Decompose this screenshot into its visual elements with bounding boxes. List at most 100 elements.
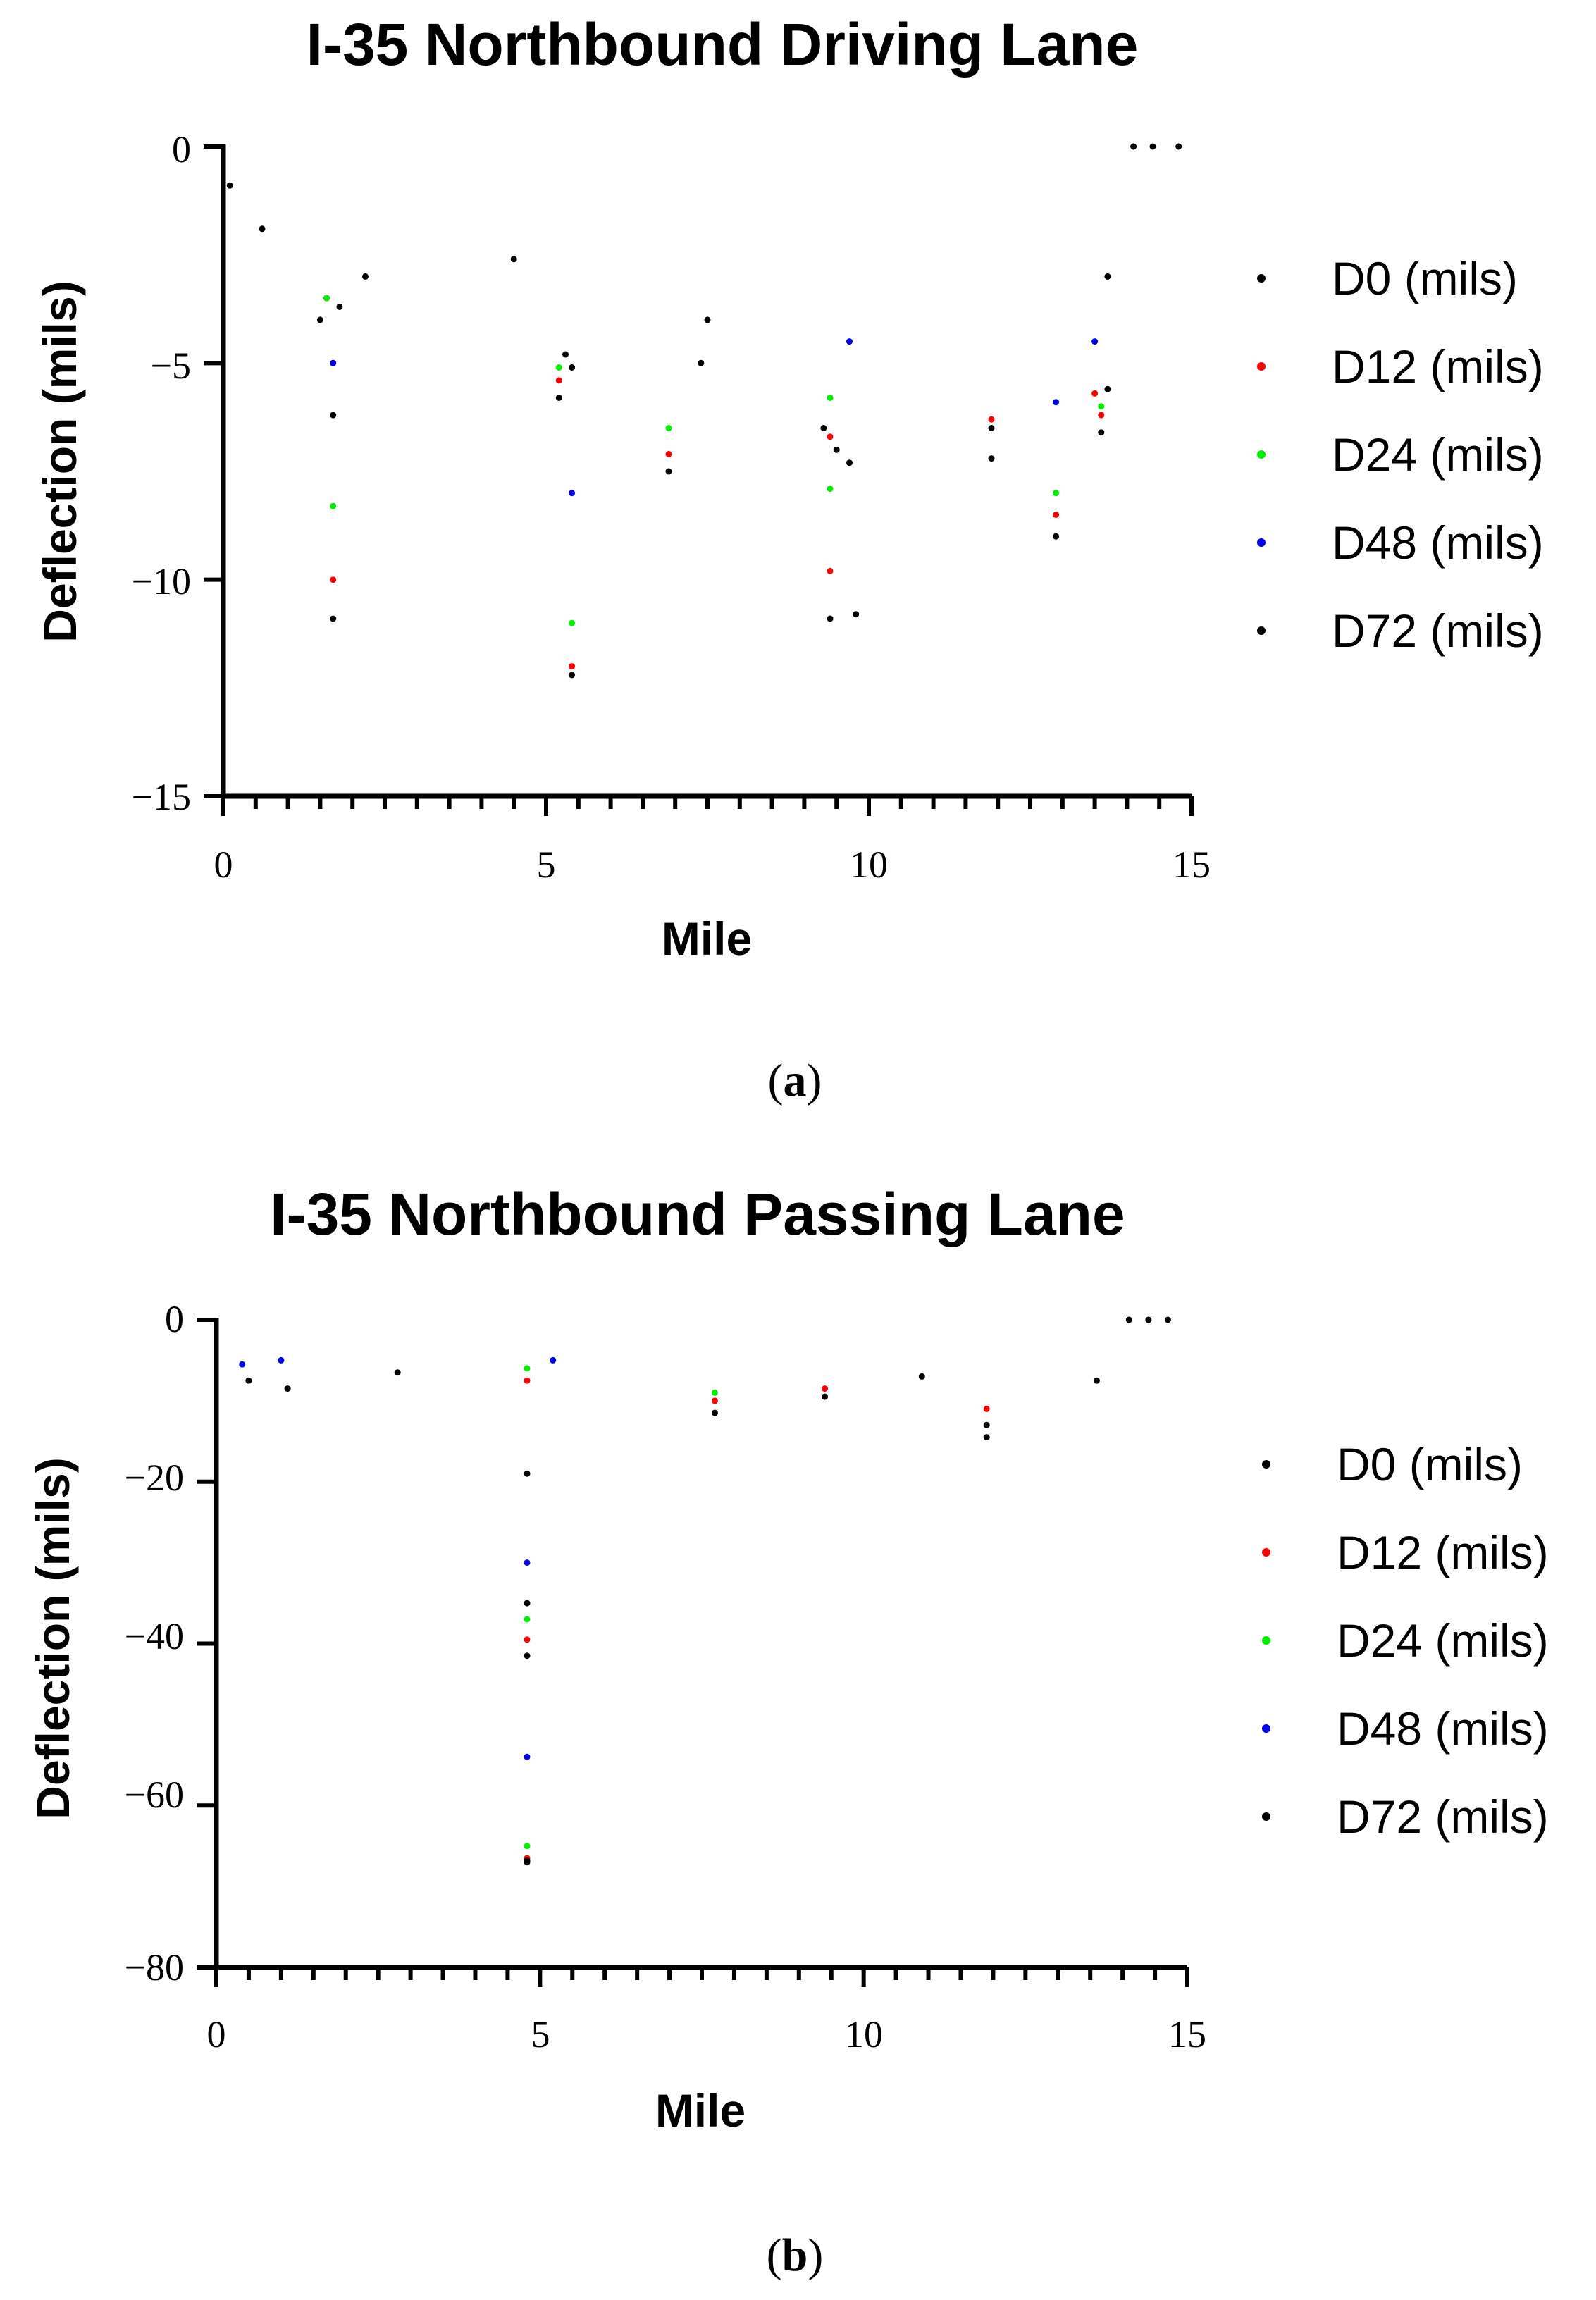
x-tick-label: 5 (537, 843, 556, 886)
data-point (827, 486, 834, 493)
data-point (827, 567, 834, 574)
legend-marker-d48 (1262, 1724, 1270, 1733)
x-tick-label: 5 (531, 2013, 550, 2055)
x-axis-title: Mile (662, 913, 752, 965)
data-point (569, 490, 576, 497)
chart-panel-b: I-35 Northbound Passing Lane 0 −20 −40 −… (27, 1181, 1549, 2281)
data-point (1053, 399, 1060, 406)
y-tick-label: 0 (172, 128, 191, 171)
data-point (711, 1397, 718, 1404)
legend-label-d12: D12 (mils) (1337, 1526, 1549, 1578)
data-point (562, 351, 569, 358)
data-point (1093, 1377, 1100, 1384)
data-point (846, 338, 853, 345)
legend-label-d0: D0 (mils) (1337, 1438, 1523, 1490)
data-point (336, 303, 343, 310)
data-point (988, 425, 995, 431)
data-point (827, 615, 834, 622)
data-point (1053, 533, 1060, 540)
legend-label-d72: D72 (mils) (1332, 605, 1544, 657)
data-point (1149, 143, 1156, 150)
legend-marker-d12 (1262, 1548, 1270, 1557)
data-point (827, 433, 834, 440)
data-point (239, 1361, 246, 1368)
y-tick-label: −15 (132, 776, 191, 818)
data-point (1098, 412, 1105, 419)
data-point (1053, 512, 1060, 518)
legend: D0 (mils) D12 (mils) D24 (mils) D48 (mil… (1257, 252, 1544, 657)
data-point (983, 1405, 990, 1412)
legend-label-d48: D48 (mils) (1337, 1702, 1549, 1755)
y-tick-label: −5 (151, 345, 191, 387)
data-point (1104, 385, 1111, 392)
x-tick-label: 0 (207, 2013, 226, 2055)
data-point (918, 1373, 925, 1380)
data-point (394, 1369, 401, 1376)
chart-title: I-35 Northbound Driving Lane (307, 11, 1139, 78)
legend-label-d24: D24 (mils) (1332, 428, 1544, 481)
legend-marker-d72 (1257, 626, 1266, 635)
chart-title: I-35 Northbound Passing Lane (270, 1181, 1125, 1247)
figure-caption-b: (b) (767, 2230, 824, 2281)
data-point (330, 502, 337, 509)
y-tick-label: 0 (165, 1298, 184, 1340)
legend-label-d12: D12 (mils) (1332, 340, 1544, 392)
scatter-plot-area (226, 143, 1182, 679)
data-point (362, 273, 369, 280)
data-point (711, 1389, 718, 1396)
data-point (323, 295, 330, 302)
chart-panel-a: I-35 Northbound Driving Lane 0 −5 −10 −1… (34, 11, 1544, 1106)
y-tick-label: −40 (125, 1615, 184, 1657)
caption-letter: a (784, 1055, 807, 1106)
x-tick-label: 15 (1173, 843, 1211, 886)
data-point (524, 1470, 531, 1477)
data-point (698, 359, 705, 366)
data-point (711, 1409, 718, 1416)
axis-ticks (197, 1318, 1189, 1987)
data-point (330, 576, 337, 583)
data-point (524, 1753, 531, 1760)
data-point (510, 256, 517, 263)
legend-marker-d72 (1262, 1812, 1270, 1821)
legend-label-d24: D24 (mils) (1337, 1614, 1549, 1667)
data-point (524, 1857, 531, 1864)
data-point (1098, 429, 1105, 436)
data-point (1104, 273, 1111, 280)
y-axis-title: Deflection (mils) (34, 280, 86, 642)
data-point (524, 1600, 531, 1607)
data-point (1091, 390, 1099, 397)
data-point (330, 359, 337, 366)
data-point (1175, 143, 1182, 150)
data-point (1125, 1316, 1132, 1323)
data-point (704, 316, 711, 323)
legend: D0 (mils) D12 (mils) D24 (mils) D48 (mil… (1262, 1438, 1549, 1843)
data-point (524, 1636, 531, 1643)
y-axis-title: Deflection (mils) (27, 1457, 79, 1819)
x-tick-label: 10 (845, 2013, 883, 2055)
data-point (1164, 1316, 1171, 1323)
data-point (1145, 1316, 1152, 1323)
data-point (853, 611, 860, 618)
data-point (330, 412, 337, 419)
data-point (330, 615, 337, 622)
data-point (524, 1843, 531, 1850)
data-point (1053, 490, 1060, 497)
legend-label-d0: D0 (mils) (1332, 252, 1518, 304)
data-point (1098, 403, 1105, 410)
legend-marker-d24 (1257, 450, 1266, 459)
data-point (524, 1559, 531, 1566)
x-axis-title: Mile (655, 2084, 746, 2137)
data-point (569, 672, 576, 679)
data-point (822, 1385, 828, 1392)
data-point (316, 316, 323, 323)
legend-marker-d12 (1257, 362, 1266, 371)
data-point (524, 1377, 531, 1384)
data-point (569, 364, 576, 371)
data-point (1130, 143, 1137, 150)
data-point (569, 663, 576, 670)
legend-marker-d0 (1262, 1460, 1270, 1469)
data-point (822, 1393, 828, 1400)
data-point (983, 1421, 990, 1428)
data-point (983, 1434, 990, 1441)
